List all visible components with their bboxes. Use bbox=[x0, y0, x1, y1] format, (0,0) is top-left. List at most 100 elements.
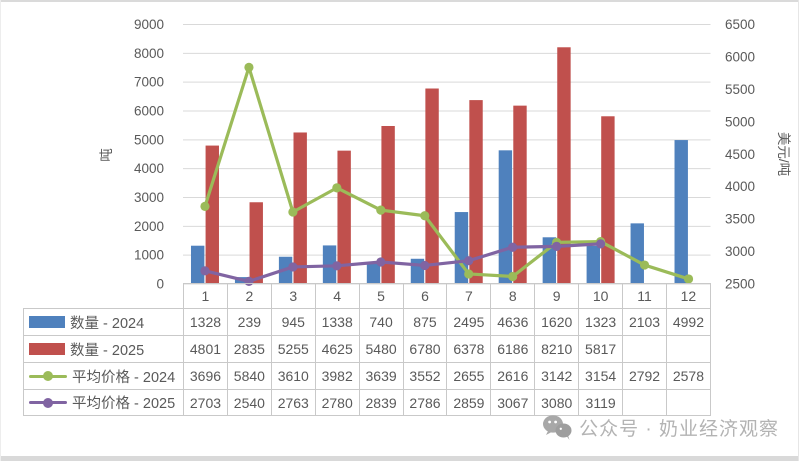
value-cell-quantity-2025-m11 bbox=[622, 335, 667, 363]
left-axis-tick-label: 0 bbox=[156, 277, 164, 292]
right-axis-tick-label: 2500 bbox=[725, 277, 755, 292]
value-cell-quantity-2024-m1: 1328 bbox=[183, 308, 228, 336]
line-path-avg-price-2024 bbox=[203, 65, 691, 281]
value-cell-avg-price-2025-m5: 2839 bbox=[358, 389, 404, 416]
table-row-avg-price-2025: 平均价格 - 2025 2703 2540 2763 2780 2839 2786 2859 3… bbox=[23, 389, 711, 416]
wechat-icon bbox=[542, 414, 572, 440]
value-cell-quantity-2024-m2: 239 bbox=[226, 308, 272, 336]
legend-cell-avg-price-2024: 平均价格 - 2024 bbox=[23, 362, 184, 390]
bar-quantity-2024-m1 bbox=[190, 245, 205, 284]
value-cell-avg-price-2024-m7: 2655 bbox=[446, 362, 492, 390]
marker-avg-price-2024-m2 bbox=[244, 62, 254, 72]
table-row-quantity-2024: 数量 - 2024 1328 239 945 1338 740 875 2495 4636 162… bbox=[23, 308, 711, 336]
bar-quantity-2025-m8 bbox=[513, 105, 527, 285]
value-cell-quantity-2024-m8: 4636 bbox=[490, 308, 536, 336]
value-cell-avg-price-2025-m7: 2859 bbox=[446, 389, 492, 416]
value-cell-quantity-2025-m5: 5480 bbox=[358, 335, 404, 363]
left-axis-tick-label: 7000 bbox=[134, 75, 164, 90]
table-row-quantity-2025: 数量 - 2025 4801 2835 5255 4625 5480 6780 6378 618… bbox=[23, 335, 711, 363]
value-cell-avg-price-2025-m2: 2540 bbox=[226, 389, 272, 416]
legend-bar-swatch-quantity-2025 bbox=[29, 343, 65, 355]
left-axis-title: 吨 bbox=[99, 148, 114, 162]
value-cell-avg-price-2024-m3: 3610 bbox=[270, 362, 316, 390]
value-cell-quantity-2024-m4: 1338 bbox=[314, 308, 360, 336]
right-axis-tick-label: 6500 bbox=[725, 17, 755, 32]
right-axis-tick-label: 5500 bbox=[725, 82, 755, 97]
legend-label-avg-price-2025: 平均价格 - 2025 bbox=[72, 396, 176, 412]
left-axis-tick-label: 4000 bbox=[134, 161, 164, 176]
value-cell-avg-price-2024-m12: 2578 bbox=[665, 362, 711, 390]
month-header-3: 3 bbox=[270, 283, 316, 309]
value-cell-quantity-2025-m3: 5255 bbox=[270, 335, 316, 363]
left-axis-tick-label: 1000 bbox=[134, 248, 164, 263]
bar-quantity-2024-m12 bbox=[674, 140, 688, 284]
legend-line-swatch-avg-price-2025 bbox=[29, 397, 67, 409]
marker-avg-price-2024-m11 bbox=[639, 260, 650, 270]
left-axis-tick-label: 2000 bbox=[134, 219, 164, 234]
bar-quantity-2025-m5 bbox=[381, 125, 395, 284]
marker-avg-price-2025-m7 bbox=[464, 256, 474, 266]
value-cell-avg-price-2024-m2: 5840 bbox=[226, 362, 272, 390]
value-cell-avg-price-2025-m3: 2763 bbox=[270, 389, 316, 416]
month-header-11: 11 bbox=[622, 283, 667, 309]
value-cell-avg-price-2025-m10: 3119 bbox=[578, 389, 624, 416]
value-cell-quantity-2025-m12 bbox=[665, 335, 711, 363]
bar-quantity-2024-m8 bbox=[498, 150, 513, 284]
month-header-row: 1 2 3 4 5 6 7 8 9 10 11 12 bbox=[24, 283, 711, 309]
value-cell-quantity-2024-m5: 740 bbox=[358, 308, 404, 336]
value-cell-quantity-2025-m6: 6780 bbox=[402, 335, 448, 363]
value-cell-avg-price-2024-m6: 3552 bbox=[402, 362, 448, 390]
legend-cell-avg-price-2025: 平均价格 - 2025 bbox=[23, 389, 184, 416]
right-axis-tick-label: 4500 bbox=[725, 147, 755, 162]
left-axis-tick-label: 8000 bbox=[134, 46, 164, 61]
legend-label-quantity-2025: 数量 - 2025 bbox=[70, 342, 145, 359]
legend-label-quantity-2024: 数量 - 2024 bbox=[70, 315, 145, 332]
marker-avg-price-2024-m4 bbox=[332, 183, 342, 193]
right-axis-tick-label: 3000 bbox=[725, 244, 755, 259]
left-axis-tick-label: 5000 bbox=[134, 132, 164, 147]
marker-avg-price-2025-m6 bbox=[420, 260, 430, 271]
watermark-label: 公众号 · 奶业经济观察 bbox=[579, 418, 779, 440]
marker-avg-price-2024-m6 bbox=[420, 211, 430, 221]
value-cell-avg-price-2024-m5: 3639 bbox=[358, 362, 404, 390]
marker-avg-price-2024-m7 bbox=[464, 269, 474, 279]
value-cell-quantity-2024-m7: 2495 bbox=[446, 308, 492, 336]
right-axis-tick-label: 4000 bbox=[725, 179, 755, 194]
month-header-2: 2 bbox=[226, 283, 272, 309]
value-cell-avg-price-2024-m11: 2792 bbox=[622, 362, 667, 390]
legend-cell-quantity-2025: 数量 - 2025 bbox=[23, 335, 184, 363]
value-cell-avg-price-2024-m1: 3696 bbox=[183, 362, 228, 390]
value-cell-quantity-2025-m1: 4801 bbox=[183, 335, 228, 363]
bar-quantity-2024-m10 bbox=[586, 245, 601, 284]
right-axis-tick-label: 6000 bbox=[725, 49, 755, 64]
marker-avg-price-2024-m1 bbox=[200, 201, 210, 212]
value-cell-avg-price-2024-m8: 2616 bbox=[490, 362, 536, 390]
chart-data-table: 1 2 3 4 5 6 7 8 9 10 11 12 数量 - 2024 1328 239 945 1338 74… bbox=[23, 283, 711, 416]
marker-avg-price-2025-m9 bbox=[552, 241, 562, 251]
value-cell-avg-price-2025-m9: 3080 bbox=[534, 389, 580, 416]
bottom-edge-divider bbox=[0, 456, 799, 461]
top-edge-divider bbox=[0, 0, 799, 2]
left-axis-tick-label: 9000 bbox=[134, 17, 164, 32]
value-cell-quantity-2024-m10: 1323 bbox=[578, 308, 624, 336]
value-cell-quantity-2024-m9: 1620 bbox=[534, 308, 580, 336]
value-cell-quantity-2025-m9: 8210 bbox=[534, 335, 580, 363]
legend-cell-quantity-2024: 数量 - 2024 bbox=[23, 308, 184, 336]
marker-avg-price-2024-m12 bbox=[683, 274, 694, 284]
value-cell-avg-price-2024-m9: 3142 bbox=[534, 362, 580, 390]
bar-quantity-2025-m1 bbox=[205, 145, 219, 284]
bar-quantity-2024-m7 bbox=[454, 212, 469, 284]
month-header-5: 5 bbox=[358, 283, 404, 309]
right-axis-tick-label: 5000 bbox=[725, 114, 755, 129]
value-cell-avg-price-2025-m1: 2703 bbox=[183, 389, 228, 416]
bar-quantity-2024-m5 bbox=[366, 262, 381, 284]
month-header-4: 4 bbox=[314, 283, 360, 309]
month-header-6: 6 bbox=[402, 283, 448, 309]
value-cell-quantity-2025-m7: 6378 bbox=[446, 335, 492, 363]
marker-avg-price-2025-m10 bbox=[596, 239, 606, 249]
bar-quantity-2025-m7 bbox=[469, 100, 483, 284]
left-axis-tick-label: 3000 bbox=[134, 190, 164, 205]
marker-avg-price-2024-m5 bbox=[376, 205, 386, 215]
marker-avg-price-2025-m1 bbox=[200, 266, 210, 276]
